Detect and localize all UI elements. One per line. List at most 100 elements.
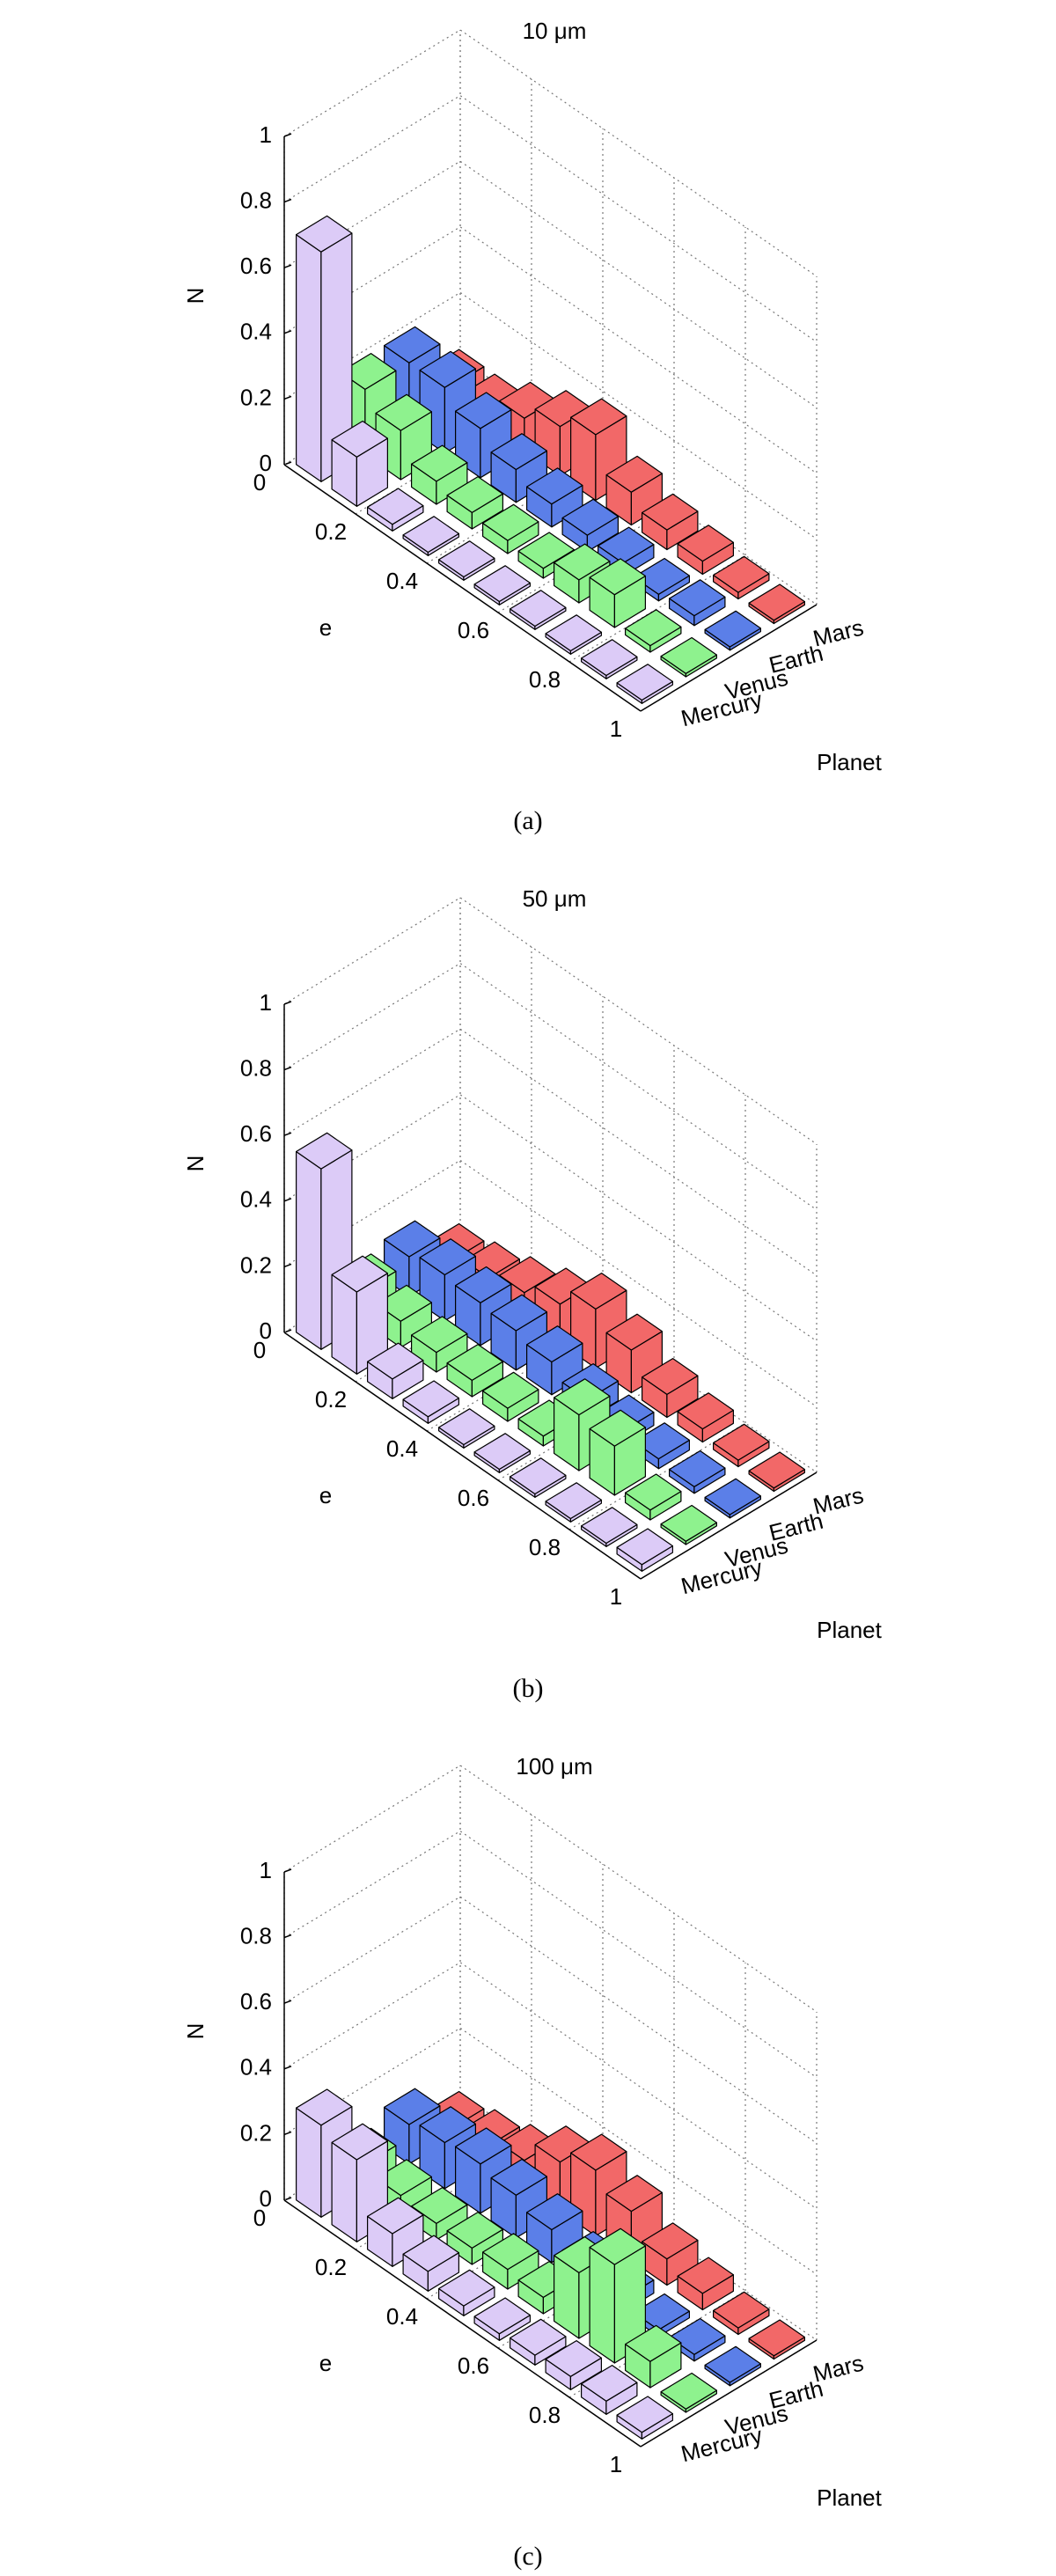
x-tick-label: 0.8 — [529, 666, 561, 693]
x-axis-label: e — [319, 1482, 332, 1508]
z-tick-label: 0.2 — [240, 2119, 272, 2146]
bar — [624, 1473, 682, 1521]
bar — [641, 1357, 699, 1419]
z-tick — [283, 2066, 292, 2070]
chart-title: 10 μm — [523, 18, 587, 44]
bar-top — [525, 1325, 583, 1363]
bar — [616, 664, 674, 704]
bar — [704, 610, 762, 651]
bar — [748, 2319, 806, 2360]
z-tick — [283, 1132, 292, 1136]
bar-top — [605, 1313, 664, 1351]
bar-top — [509, 2318, 567, 2356]
bar — [509, 590, 567, 630]
bar-top — [402, 516, 460, 554]
bar — [402, 1380, 460, 1424]
bar-top — [454, 2127, 512, 2165]
bar — [712, 2291, 770, 2336]
z-axis-label: N — [182, 2023, 209, 2040]
bar — [660, 636, 718, 678]
bar-top — [748, 583, 806, 621]
z-tick — [283, 2000, 292, 2004]
bar-top — [624, 2324, 682, 2362]
bar — [481, 503, 539, 554]
bar — [525, 2193, 583, 2264]
bar-top — [375, 1284, 432, 1322]
z-tick — [283, 1934, 292, 1939]
bar — [668, 1449, 726, 1494]
bar-top — [545, 1482, 603, 1520]
bar-top — [481, 503, 539, 541]
bar-top — [446, 475, 504, 514]
bar — [438, 540, 495, 581]
bar-top — [616, 2396, 674, 2433]
z-tick-label: 1 — [260, 1857, 272, 1883]
bar-top — [616, 664, 674, 701]
bar-top — [296, 2088, 353, 2126]
bar-top — [490, 2158, 548, 2196]
bar-top — [589, 2227, 647, 2265]
bar — [331, 420, 388, 507]
bar-top — [411, 1316, 468, 1354]
y-tick-label: Mars — [810, 614, 866, 652]
bar-top — [419, 1238, 477, 1276]
bar — [473, 565, 532, 605]
bar-top — [624, 1473, 682, 1511]
bar-top — [340, 353, 397, 390]
bar — [545, 614, 603, 655]
x-tick-label: 0.8 — [529, 1534, 561, 1560]
x-tick-label: 1 — [610, 2451, 622, 2477]
y-tick-label: Mars — [810, 2350, 866, 2388]
z-tick — [283, 2131, 292, 2136]
z-tick — [283, 1001, 292, 1005]
bar-top — [375, 2159, 432, 2197]
bar-top — [605, 2175, 664, 2213]
z-tick — [283, 1198, 292, 1202]
z-tick-label: 0.6 — [240, 1988, 272, 2015]
z-tick-label: 0.4 — [240, 1186, 272, 1213]
bar-top — [331, 1255, 388, 1293]
x-tick-label: 0.4 — [386, 568, 418, 594]
bar-top — [545, 2340, 603, 2377]
bar — [490, 2158, 548, 2239]
grid-line — [283, 1028, 818, 1276]
z-tick — [283, 1263, 292, 1268]
bar-top — [704, 610, 762, 648]
grid-line — [283, 1896, 818, 2144]
bar — [668, 579, 726, 627]
z-tick — [283, 1066, 292, 1071]
bar — [748, 1451, 806, 1493]
bar — [446, 1343, 504, 1398]
z-tick — [283, 264, 292, 268]
bar — [481, 1371, 539, 1422]
x-axis-label: e — [319, 614, 332, 641]
bar-top — [438, 2269, 495, 2307]
bar-top — [545, 614, 603, 652]
bar-top — [748, 2319, 806, 2357]
grid-line — [283, 962, 818, 1211]
bar-top — [580, 639, 638, 677]
bar — [624, 609, 682, 653]
bar-top — [331, 2123, 388, 2161]
bar-top — [296, 215, 353, 253]
bar-top — [384, 326, 441, 363]
x-axis — [283, 2199, 642, 2448]
bar-top — [509, 1457, 567, 1495]
bar-top — [580, 1507, 638, 1545]
bar-front — [296, 234, 322, 482]
x-axis-label: e — [319, 2350, 332, 2376]
bar — [402, 516, 460, 556]
bar-top — [438, 540, 495, 578]
bar-top — [553, 1378, 611, 1416]
grid-line — [283, 94, 818, 343]
bar-top — [677, 525, 735, 562]
z-tick-label: 0.8 — [240, 1922, 272, 1949]
bar-top — [624, 609, 682, 647]
bar-top — [616, 1528, 674, 1566]
bar-top — [446, 2212, 504, 2249]
bar-top — [561, 498, 620, 536]
grid-line — [283, 1830, 818, 2079]
bar-top — [509, 590, 567, 627]
bar-top — [677, 1392, 735, 1430]
